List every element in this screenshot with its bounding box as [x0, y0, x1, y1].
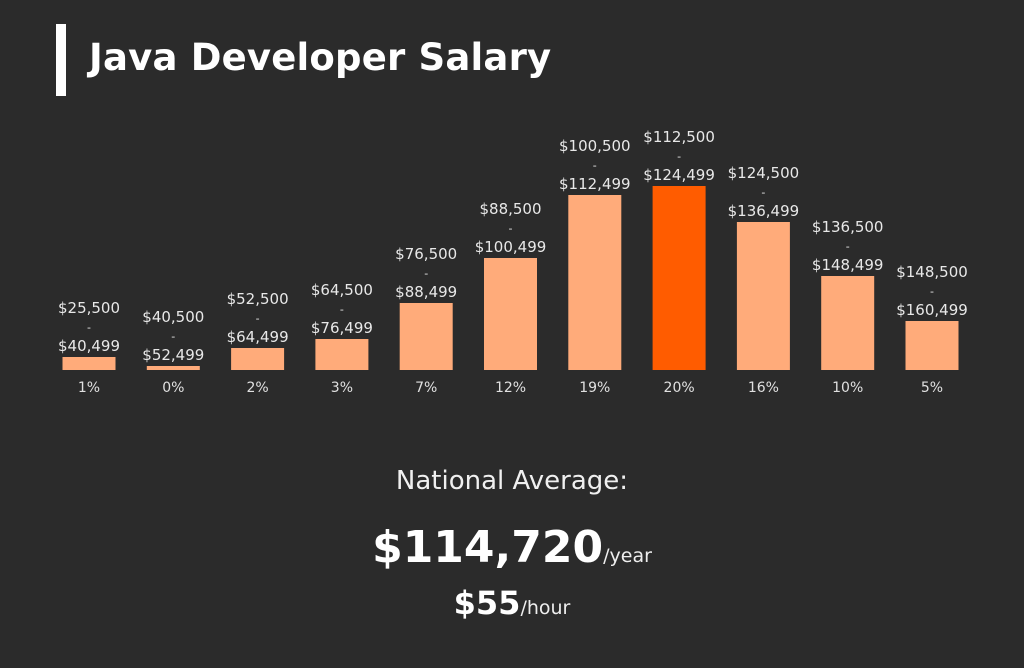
bar-percent-label: 16% — [748, 380, 779, 396]
bar-percent-label: 2% — [246, 380, 268, 396]
bar — [231, 348, 285, 370]
yearly-average: $114,720/year — [0, 522, 1024, 573]
bar-range-high: $40,499 — [58, 337, 120, 355]
bar-percent-label: 1% — [78, 380, 100, 396]
bar — [821, 276, 875, 370]
chart-title: Java Developer Salary — [89, 36, 552, 79]
bar-percent-label: 5% — [921, 380, 943, 396]
yearly-value: $114,720 — [372, 522, 604, 573]
salary-bar-chart: $25,500 - $40,499 1% $40,500 - $52,499 0% $52,50… — [58, 128, 968, 396]
bar-range-high: $112,499 — [559, 175, 631, 193]
bar-range-low: $76,500 — [395, 245, 457, 263]
hourly-value: $55 — [453, 584, 521, 622]
bar-range-dash: - — [340, 303, 344, 316]
bar — [484, 258, 537, 370]
yearly-unit: /year — [603, 545, 652, 567]
bar-range-dash: - — [846, 240, 850, 253]
bar-range-high: $160,499 — [896, 301, 968, 319]
bar-range-dash: - — [930, 285, 934, 298]
title-accent-bar — [56, 24, 66, 96]
national-average-label: National Average: — [395, 466, 629, 496]
bar-percent-label: 3% — [331, 380, 353, 396]
bar-range-low: $112,500 — [643, 128, 715, 146]
bar-range-low: $64,500 — [311, 281, 373, 299]
bar-range-dash: - — [256, 312, 260, 325]
bar — [905, 321, 959, 370]
bar-range-dash: - — [677, 150, 681, 163]
bar-range-low: $88,500 — [479, 200, 541, 218]
bar — [315, 339, 369, 370]
bar-range-dash: - — [171, 330, 175, 343]
bar-range-dash: - — [761, 186, 765, 199]
hourly-average: $55/hour — [0, 584, 1024, 622]
bar-range-low: $136,500 — [812, 218, 884, 236]
bar-percent-label: 19% — [579, 380, 610, 396]
bar-range-dash: - — [87, 321, 91, 334]
bar-range-dash: - — [509, 222, 513, 235]
bar-range-high: $64,499 — [227, 328, 289, 346]
bar-percent-label: 10% — [832, 380, 863, 396]
bar-range-low: $124,500 — [728, 164, 800, 182]
bar-range-low: $40,500 — [142, 308, 204, 326]
bar-range-low: $100,500 — [559, 137, 631, 155]
bar-range-low: $52,500 — [227, 290, 289, 308]
bar-percent-label: 20% — [664, 380, 695, 396]
bar — [652, 186, 706, 370]
bar-range-high: $100,499 — [475, 238, 547, 256]
bar-range-high: $76,499 — [311, 319, 373, 337]
bar-range-high: $136,499 — [728, 202, 800, 220]
bar-range-low: $148,500 — [896, 263, 968, 281]
bar-percent-label: 0% — [162, 380, 184, 396]
bar-percent-label: 7% — [415, 380, 437, 396]
bar — [62, 357, 116, 370]
bar — [568, 195, 622, 370]
bar-range-high: $148,499 — [812, 256, 884, 274]
bar-range-dash: - — [424, 267, 428, 280]
hourly-unit: /hour — [520, 597, 571, 619]
bar-percent-label: 12% — [495, 380, 526, 396]
bar-range-low: $25,500 — [58, 299, 120, 317]
bar — [399, 303, 453, 370]
bar-range-dash: - — [593, 159, 597, 172]
bar-range-high: $52,499 — [142, 346, 204, 364]
bar — [736, 222, 790, 370]
bar — [146, 366, 200, 370]
bar-range-high: $124,499 — [643, 166, 715, 184]
bar-range-high: $88,499 — [395, 283, 457, 301]
